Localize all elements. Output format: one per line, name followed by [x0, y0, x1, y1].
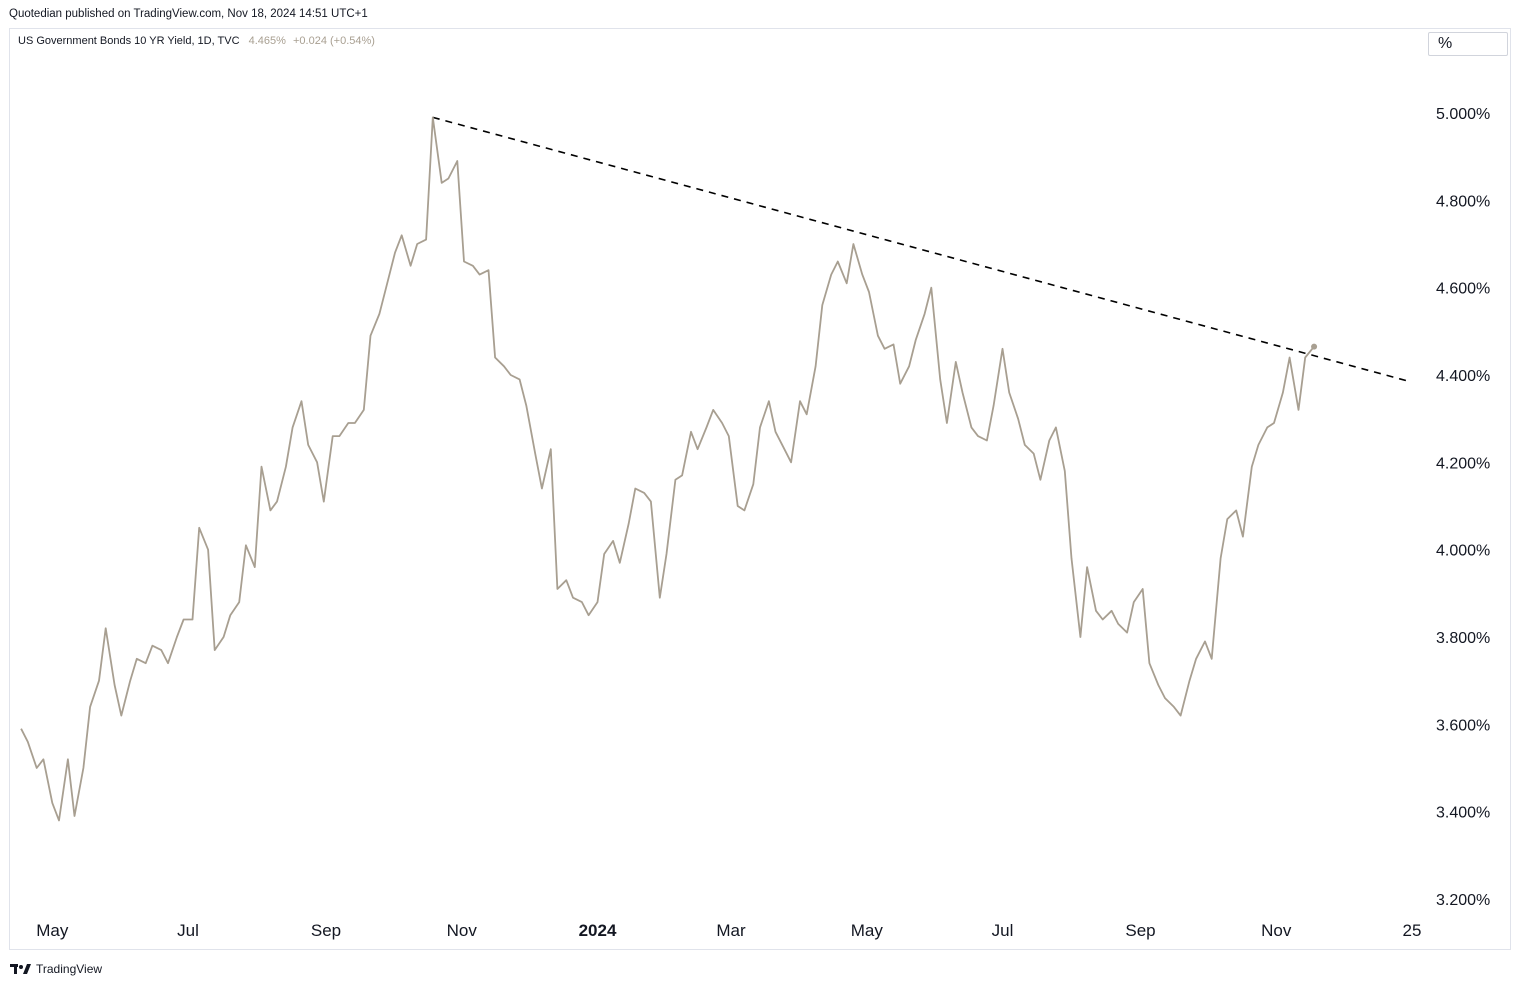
x-tick-label: Sep — [311, 921, 341, 940]
x-tick-label: Jul — [992, 921, 1014, 940]
last-price-marker — [1311, 343, 1318, 350]
x-tick-label: Mar — [716, 921, 746, 940]
y-tick-label: 3.600% — [1436, 717, 1490, 734]
y-tick-label: 3.400% — [1436, 805, 1490, 822]
x-tick-label: Nov — [447, 921, 478, 940]
x-tick-label: 25 — [1403, 921, 1422, 940]
y-tick-label: 4.000% — [1436, 543, 1490, 560]
percent-scale-button[interactable]: % — [1428, 32, 1508, 56]
x-tick-label: May — [851, 921, 884, 940]
y-tick-label: 4.600% — [1436, 281, 1490, 298]
trendline — [432, 116, 1410, 383]
yield-series-line — [20, 116, 1315, 822]
x-tick-label: May — [36, 921, 69, 940]
publisher-caption: Quotedian published on TradingView.com, … — [9, 8, 368, 20]
legend-last-value: 4.465% — [248, 35, 286, 47]
chart-frame — [9, 28, 1511, 950]
x-tick-label: Sep — [1125, 921, 1155, 940]
footer-brand: TradingView — [36, 962, 103, 976]
x-tick-label: 2024 — [579, 921, 617, 940]
y-tick-label: 4.400% — [1436, 368, 1490, 385]
tradingview-logo-icon — [10, 964, 31, 974]
legend-change: +0.024 (+0.54%) — [292, 35, 375, 47]
y-tick-label: 4.200% — [1436, 455, 1490, 472]
legend-symbol: US Government Bonds 10 YR Yield, 1D, TVC — [18, 35, 240, 47]
x-tick-label: Jul — [177, 921, 199, 940]
y-tick-label: 3.800% — [1436, 630, 1490, 647]
tradingview-footer: TradingView — [10, 962, 102, 976]
chart-legend: US Government Bonds 10 YR Yield, 1D, TVC… — [18, 35, 375, 47]
y-tick-label: 5.000% — [1436, 106, 1490, 123]
y-tick-label: 4.800% — [1436, 193, 1490, 210]
x-tick-label: Nov — [1261, 921, 1292, 940]
y-tick-label: 3.200% — [1436, 892, 1490, 909]
